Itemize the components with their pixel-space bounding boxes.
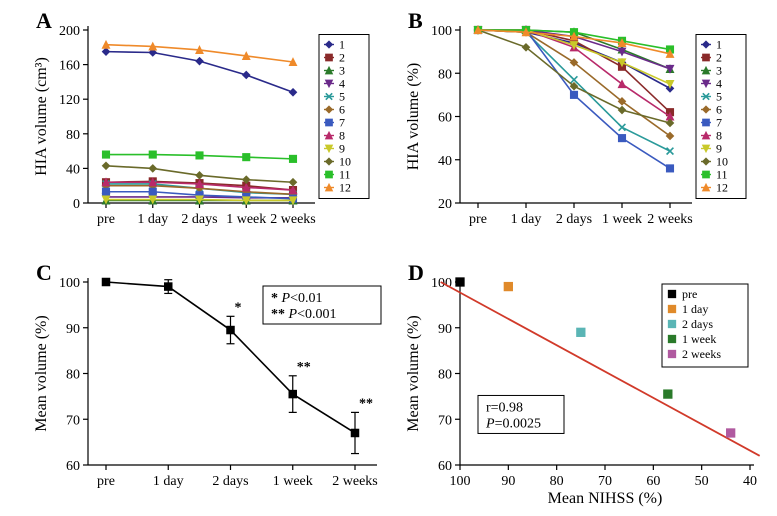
- svg-text:120: 120: [59, 93, 80, 108]
- svg-text:90: 90: [501, 474, 515, 489]
- svg-text:2 weeks: 2 weeks: [332, 474, 378, 489]
- svg-text:2: 2: [716, 51, 722, 65]
- svg-text:Mean volume (%): Mean volume (%): [405, 315, 422, 431]
- svg-text:60: 60: [438, 111, 452, 126]
- svg-text:60: 60: [66, 459, 80, 474]
- svg-text:2 weeks: 2 weeks: [270, 212, 316, 227]
- svg-text:80: 80: [66, 128, 80, 143]
- svg-text:40: 40: [66, 162, 80, 177]
- svg-text:7: 7: [339, 116, 345, 130]
- panel-label-C: C: [36, 260, 52, 286]
- panel-label-D: D: [408, 260, 424, 286]
- svg-text:11: 11: [339, 168, 351, 182]
- svg-text:3: 3: [339, 64, 345, 78]
- svg-text:160: 160: [59, 59, 80, 74]
- svg-text:3: 3: [716, 64, 722, 78]
- svg-text:* P<0.01: * P<0.01: [271, 291, 322, 306]
- svg-text:100: 100: [431, 276, 452, 291]
- svg-text:100: 100: [59, 276, 80, 291]
- panel-label-B: B: [408, 8, 423, 34]
- svg-text:8: 8: [339, 129, 345, 143]
- svg-text:1 day: 1 day: [137, 212, 168, 227]
- svg-text:60: 60: [438, 459, 452, 474]
- svg-text:80: 80: [66, 368, 80, 383]
- svg-text:100: 100: [450, 474, 471, 489]
- svg-text:6: 6: [339, 103, 345, 117]
- svg-text:**: **: [297, 360, 311, 375]
- svg-text:80: 80: [550, 474, 564, 489]
- svg-text:6: 6: [716, 103, 722, 117]
- svg-text:8: 8: [716, 129, 722, 143]
- svg-text:1 week: 1 week: [602, 212, 642, 227]
- panel-label-A: A: [36, 8, 52, 34]
- svg-text:60: 60: [646, 474, 660, 489]
- svg-text:4: 4: [716, 77, 722, 91]
- svg-text:11: 11: [716, 168, 728, 182]
- chart-D: 60 70 80 90 100 Mean volume (%) 40 50 60 70 80 90 10…: [402, 260, 762, 505]
- chart-A: 0 40 80 120 160 200 HIA volume (cm³) pre 1 day 2 …: [30, 8, 385, 243]
- svg-text:HIA volume (%): HIA volume (%): [405, 63, 422, 171]
- svg-text:2 weeks: 2 weeks: [682, 347, 721, 361]
- svg-text:20: 20: [438, 197, 452, 212]
- svg-text:200: 200: [59, 24, 80, 39]
- svg-text:**: **: [359, 396, 373, 411]
- svg-text:1: 1: [339, 38, 345, 52]
- chart-C: 60 70 80 90 100 Mean volume (%) pre 1 day 2 days…: [30, 260, 385, 505]
- svg-text:12: 12: [339, 181, 351, 195]
- svg-text:pre: pre: [97, 212, 115, 227]
- svg-text:2: 2: [339, 51, 345, 65]
- svg-text:1 week: 1 week: [682, 332, 716, 346]
- svg-text:90: 90: [66, 322, 80, 337]
- svg-text:1 day: 1 day: [511, 212, 542, 227]
- svg-text:Mean volume (%): Mean volume (%): [33, 315, 50, 431]
- svg-text:12: 12: [716, 181, 728, 195]
- svg-text:r=0.98: r=0.98: [486, 400, 523, 415]
- svg-text:0: 0: [73, 197, 80, 212]
- chart-B: 20 40 60 80 100 HIA volume (%) pre 1 day 2 days 1…: [402, 8, 762, 243]
- panel-C: C 60 70 80 90 100 Mean volume (%) pre 1 day 2 day…: [30, 260, 385, 505]
- svg-text:2 days: 2 days: [212, 474, 248, 489]
- svg-text:2 days: 2 days: [556, 212, 592, 227]
- svg-text:1 week: 1 week: [226, 212, 266, 227]
- svg-text:P=0.0025: P=0.0025: [485, 416, 541, 431]
- svg-text:10: 10: [339, 155, 351, 169]
- svg-text:70: 70: [66, 413, 80, 428]
- svg-text:5: 5: [716, 90, 722, 104]
- svg-text:5: 5: [339, 90, 345, 104]
- svg-text:pre: pre: [682, 287, 697, 301]
- svg-text:80: 80: [438, 67, 452, 82]
- svg-text:1: 1: [716, 38, 722, 52]
- svg-text:1 day: 1 day: [153, 474, 184, 489]
- panel-A: A 0 40 80 120 160 200 HIA volume (cm³) pre 1 day 2…: [30, 8, 385, 243]
- svg-text:2 days: 2 days: [682, 317, 713, 331]
- panel-D: D 60 70 80 90 100 Mean volume (%) 40 50 60 70 80 90 1…: [402, 260, 762, 505]
- svg-text:2 days: 2 days: [181, 212, 217, 227]
- svg-text:4: 4: [339, 77, 345, 91]
- svg-text:40: 40: [743, 474, 757, 489]
- svg-text:1 week: 1 week: [273, 474, 313, 489]
- svg-text:1 day: 1 day: [682, 302, 708, 316]
- svg-text:*: *: [235, 300, 242, 315]
- svg-text:70: 70: [598, 474, 612, 489]
- svg-text:** P<0.001: ** P<0.001: [271, 307, 336, 322]
- svg-text:90: 90: [438, 322, 452, 337]
- svg-text:10: 10: [716, 155, 728, 169]
- svg-text:2 weeks: 2 weeks: [647, 212, 693, 227]
- svg-text:7: 7: [716, 116, 722, 130]
- svg-text:40: 40: [438, 154, 452, 169]
- svg-text:pre: pre: [97, 474, 115, 489]
- svg-text:50: 50: [695, 474, 709, 489]
- svg-text:100: 100: [431, 24, 452, 39]
- panel-B: B 20 40 60 80 100 HIA volume (%) pre 1 day 2 days…: [402, 8, 762, 243]
- svg-text:9: 9: [339, 142, 345, 156]
- svg-text:80: 80: [438, 368, 452, 383]
- svg-text:70: 70: [438, 413, 452, 428]
- svg-text:Mean NIHSS (%): Mean NIHSS (%): [548, 490, 663, 507]
- svg-text:9: 9: [716, 142, 722, 156]
- svg-text:pre: pre: [469, 212, 487, 227]
- svg-text:HIA volume (cm³): HIA volume (cm³): [33, 57, 50, 176]
